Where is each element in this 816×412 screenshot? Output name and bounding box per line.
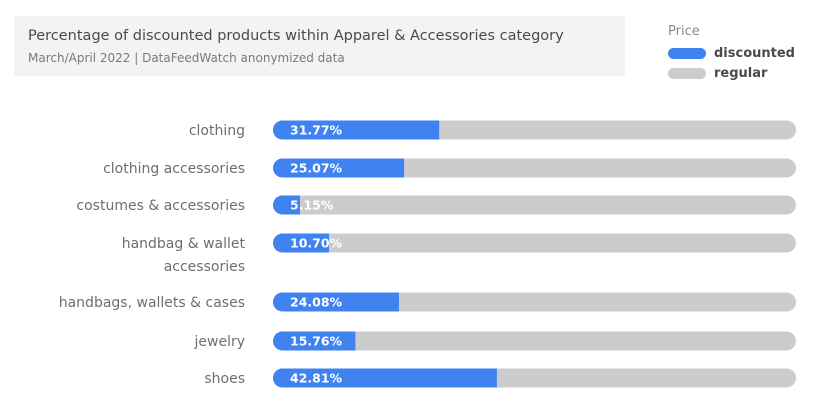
data-label: 31.77%	[290, 123, 343, 138]
legend-label-regular: regular	[714, 65, 768, 81]
data-label: 42.81%	[290, 371, 343, 386]
data-label: 15.76%	[290, 334, 343, 349]
category-label: costumes & accessories	[76, 198, 245, 214]
data-label: 24.08%	[290, 295, 343, 310]
chart-title-box: Percentage of discounted products within…	[14, 16, 625, 76]
bar-regular	[273, 331, 796, 351]
bar-discounted	[273, 120, 440, 140]
chart-title: Percentage of discounted products within…	[28, 28, 564, 44]
bar-discounted	[273, 233, 329, 253]
bar-discounted	[273, 368, 497, 388]
bar-regular	[273, 195, 796, 215]
legend: Price discounted regular	[668, 23, 795, 83]
bar-discounted	[273, 331, 356, 351]
bar-discounted	[273, 292, 399, 312]
data-label: 5.15%	[290, 198, 334, 213]
category-label: handbags, wallets & cases	[59, 295, 245, 311]
bar-discounted	[273, 195, 300, 215]
legend-item-regular: regular	[668, 63, 795, 83]
legend-title: Price	[668, 24, 700, 39]
data-label: 25.07%	[290, 161, 343, 176]
legend-label-discounted: discounted	[714, 45, 795, 61]
category-label: shoes	[204, 371, 245, 387]
bar-discounted	[273, 158, 405, 178]
bar-regular	[273, 233, 796, 253]
chart-subtitle: March/April 2022 | DataFeedWatch anonymi…	[28, 51, 345, 65]
category-label: jewelry	[194, 334, 246, 350]
category-label: handbag & wallet accessories	[122, 236, 246, 275]
legend-swatch-regular	[668, 67, 706, 79]
data-label: 10.70%	[290, 236, 343, 251]
legend-item-discounted: discounted	[668, 43, 795, 63]
legend-swatch-discounted	[668, 47, 706, 59]
category-label: clothing	[189, 123, 245, 139]
bar-regular	[273, 292, 796, 312]
category-label: clothing accessories	[103, 161, 245, 177]
